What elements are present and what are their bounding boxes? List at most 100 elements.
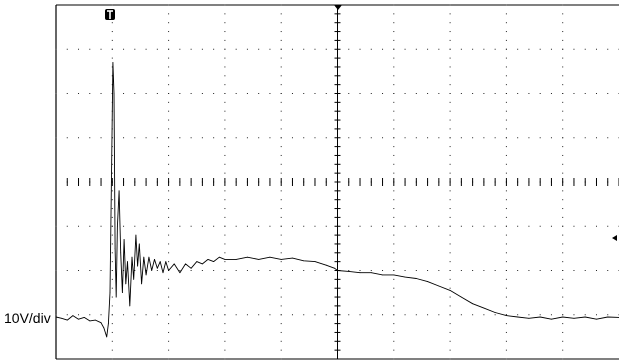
waveform-point xyxy=(72,315,74,316)
grid-dot xyxy=(224,349,226,351)
grid-dot xyxy=(393,39,395,41)
waveform-point xyxy=(427,281,428,282)
grid-dot xyxy=(449,252,451,254)
grid-dot xyxy=(111,4,113,6)
grid-dot xyxy=(100,225,102,227)
grid-dot xyxy=(562,252,564,254)
grid-dot xyxy=(224,314,226,316)
grid-dot xyxy=(404,93,406,94)
grid-dot xyxy=(573,93,575,94)
grid-dot xyxy=(528,137,530,139)
grid-dot xyxy=(111,22,113,24)
graticule xyxy=(55,4,619,360)
waveform-point xyxy=(103,327,105,329)
grid-dot xyxy=(573,270,575,271)
grid-dot xyxy=(505,216,507,218)
grid-dot xyxy=(168,84,170,86)
grid-dot xyxy=(449,66,451,68)
grid-dot xyxy=(595,93,597,94)
waveform-point xyxy=(133,279,135,280)
grid-dot xyxy=(505,208,507,210)
grid-dot xyxy=(303,225,305,227)
waveform-point xyxy=(280,259,282,260)
grid-dot xyxy=(505,93,507,94)
grid-dot xyxy=(584,137,586,139)
grid-dot xyxy=(156,314,158,316)
waveform-point xyxy=(247,256,248,258)
waveform-point xyxy=(151,270,153,271)
grid-dot xyxy=(55,137,57,139)
grid-dot xyxy=(505,287,507,289)
grid-dot xyxy=(111,296,113,298)
grid-dot xyxy=(562,225,564,227)
grid-dot xyxy=(505,39,507,41)
center-marker-icon xyxy=(334,5,342,10)
grid-dot xyxy=(325,314,327,316)
waveform-point xyxy=(61,317,62,319)
grid-dot xyxy=(595,270,597,271)
waveform-point xyxy=(135,234,137,236)
grid-dot xyxy=(562,66,564,68)
waveform-point xyxy=(303,260,305,262)
grid-dot xyxy=(168,349,170,351)
waveform-point xyxy=(95,319,96,321)
waveform-point xyxy=(131,256,133,258)
waveform-point xyxy=(404,276,406,278)
waveform-point xyxy=(517,316,519,318)
grid-dot xyxy=(224,225,226,227)
grid-dot xyxy=(562,172,564,174)
grid-dot xyxy=(595,48,597,50)
grid-dot xyxy=(168,128,170,130)
grid-dot xyxy=(393,57,395,59)
grid-dot xyxy=(224,31,226,33)
grid-dot xyxy=(111,331,113,333)
grid-dot xyxy=(246,270,248,271)
grid-dot xyxy=(78,93,80,94)
grid-dot xyxy=(111,261,113,263)
grid-dot xyxy=(111,287,113,289)
grid-dot xyxy=(449,261,451,263)
waveform-point xyxy=(154,259,155,260)
grid-dot xyxy=(66,93,68,94)
grid-dot xyxy=(539,225,541,227)
grid-dot xyxy=(66,225,68,227)
grid-dot xyxy=(359,137,361,139)
grid-dot xyxy=(201,270,203,271)
waveform-point xyxy=(117,225,118,227)
grid-dot xyxy=(111,199,113,201)
waveform-point xyxy=(584,316,586,318)
grid-dot xyxy=(393,252,395,254)
grid-dot xyxy=(528,93,530,94)
grid-dot xyxy=(179,314,181,316)
grid-dot xyxy=(607,225,609,227)
grid-dot xyxy=(269,225,271,227)
grid-dot xyxy=(393,84,395,86)
grid-dot xyxy=(156,270,158,271)
grid-dot xyxy=(224,22,226,24)
grid-dot xyxy=(224,13,226,15)
grid-dot xyxy=(111,31,113,33)
grid-dot xyxy=(562,75,564,77)
grid-dot xyxy=(224,331,226,333)
grid-dot xyxy=(213,48,215,50)
grid-dot xyxy=(449,93,451,94)
grid-dot xyxy=(111,39,113,41)
grid-dot xyxy=(168,57,170,59)
grid-dot xyxy=(584,314,586,316)
grid-dot xyxy=(539,48,541,50)
grid-dot xyxy=(303,270,305,271)
grid-dot xyxy=(224,287,226,289)
grid-dot xyxy=(280,190,282,192)
grid-dot xyxy=(393,146,395,148)
grid-dot xyxy=(314,93,316,94)
grid-dot xyxy=(562,84,564,86)
grid-dot xyxy=(280,84,282,86)
grid-dot xyxy=(314,137,316,139)
grid-dot xyxy=(449,163,451,165)
grid-dot xyxy=(505,22,507,24)
grid-dot xyxy=(505,31,507,33)
grid-dot xyxy=(179,225,181,227)
grid-dot xyxy=(562,234,564,236)
grid-dot xyxy=(393,270,395,271)
grid-dot xyxy=(280,252,282,254)
